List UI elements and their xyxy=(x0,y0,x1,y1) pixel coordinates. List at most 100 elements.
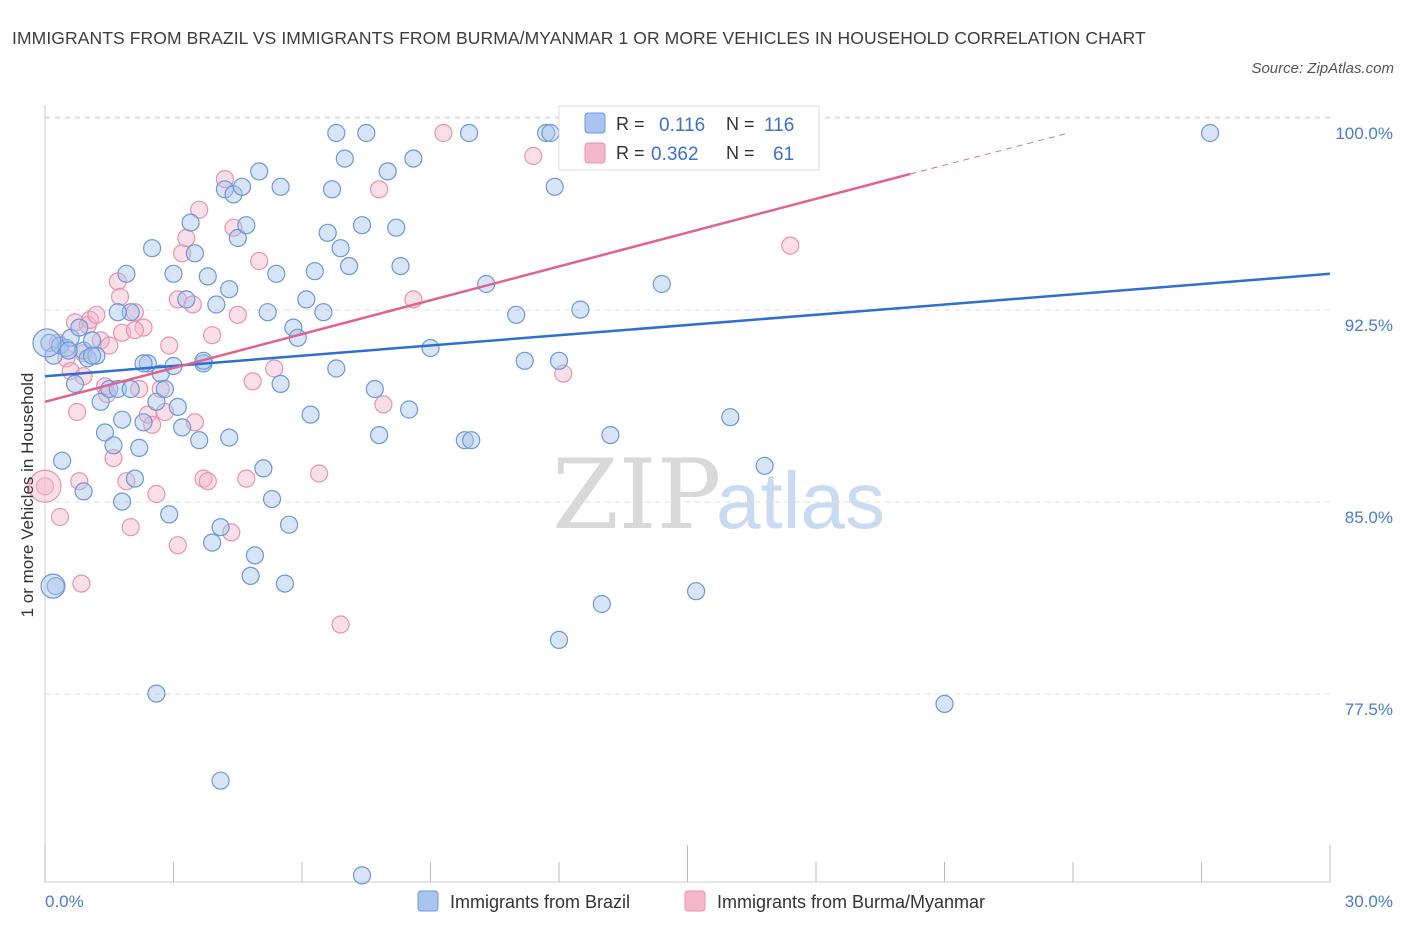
stats-brazil-n-value: 116 xyxy=(764,115,794,136)
burma-point xyxy=(87,305,106,324)
brazil-point xyxy=(327,123,346,143)
brazil-point xyxy=(378,162,397,181)
y-tick-label-3: 100.0% xyxy=(1335,124,1393,143)
trend-line-burma xyxy=(44,172,911,404)
brazil-point xyxy=(177,290,196,309)
burma-point xyxy=(72,574,91,593)
brazil-point xyxy=(314,303,333,322)
burma-point xyxy=(190,200,209,219)
burma-point xyxy=(250,251,269,271)
brazil-point xyxy=(237,216,256,235)
brazil-point xyxy=(245,546,264,565)
brazil-point xyxy=(112,492,132,511)
brazil-point xyxy=(91,392,110,411)
legend: Immigrants from Brazil Immigrants from B… xyxy=(417,890,985,912)
brazil-point-large xyxy=(40,573,66,599)
brazil-point xyxy=(82,346,102,365)
brazil-point xyxy=(318,223,337,242)
brazil-point xyxy=(164,264,183,283)
burma-point xyxy=(70,472,89,491)
brazil-point xyxy=(305,262,324,281)
burma-point xyxy=(100,336,119,355)
brazil-point xyxy=(168,397,187,416)
brazil-point xyxy=(1200,123,1220,143)
brazil-point xyxy=(254,459,273,478)
brazil-point xyxy=(601,426,620,445)
watermark-atlas: atlas xyxy=(716,456,885,545)
brazil-point xyxy=(652,274,671,294)
trend-lines xyxy=(44,132,1331,404)
brazil-point xyxy=(322,180,342,199)
brazil-point xyxy=(104,436,123,455)
brazil-point xyxy=(455,431,474,450)
brazil-point xyxy=(549,630,569,650)
burma-point xyxy=(110,287,130,306)
brazil-point xyxy=(462,431,481,450)
x-tick-label-max: 30.0% xyxy=(1345,892,1393,911)
series-burma-points xyxy=(28,123,800,634)
burma-point xyxy=(104,449,123,468)
y-tick-label-0: 77.5% xyxy=(1345,700,1393,719)
brazil-point xyxy=(228,228,247,248)
brazil-point xyxy=(173,418,192,437)
burma-point xyxy=(331,615,350,634)
brazil-point xyxy=(74,482,93,501)
brazil-point xyxy=(155,379,174,399)
burma-point xyxy=(434,123,453,143)
brazil-point xyxy=(160,505,179,524)
brazil-point xyxy=(391,257,410,276)
brazil-point xyxy=(400,400,419,419)
brazil-point xyxy=(108,303,127,322)
brazil-point xyxy=(220,428,239,447)
brazil-point xyxy=(331,239,350,258)
burma-point xyxy=(35,477,55,496)
burma-point xyxy=(370,180,389,199)
brazil-point xyxy=(571,300,590,319)
burma-point-large xyxy=(28,469,62,503)
brazil-point xyxy=(147,392,166,411)
brazil-point xyxy=(387,218,406,237)
legend-brazil-label: Immigrants from Brazil xyxy=(450,892,630,912)
brazil-point xyxy=(87,346,106,365)
brazil-point xyxy=(365,379,384,399)
x-tick-label-min: 0.0% xyxy=(45,892,84,911)
brazil-point xyxy=(258,303,277,322)
brazil-point xyxy=(340,257,359,276)
brazil-point xyxy=(536,123,556,143)
brazil-point xyxy=(352,866,372,885)
burma-point xyxy=(198,472,217,491)
stats-box: R = 0.116 N = 116 R = 0.362 N = 61 xyxy=(558,105,820,171)
burma-point xyxy=(168,536,187,555)
brazil-point xyxy=(130,438,149,457)
chart-title: IMMIGRANTS FROM BRAZIL VS IMMIGRANTS FRO… xyxy=(12,28,1146,48)
y-axis-label: 1 or more Vehicles in Household xyxy=(18,373,37,618)
brazil-point-large xyxy=(32,328,62,358)
burma-point xyxy=(121,518,140,537)
brazil-point xyxy=(147,684,166,703)
y-tick-labels: 77.5% 85.0% 92.5% 100.0% xyxy=(1335,124,1393,719)
burma-point xyxy=(781,236,800,255)
x-ticks xyxy=(44,845,1331,882)
burma-point xyxy=(147,484,166,504)
brazil-point xyxy=(327,359,346,378)
brazil-point xyxy=(549,351,569,370)
brazil-point xyxy=(262,490,282,509)
burma-point xyxy=(243,372,262,391)
brazil-point xyxy=(335,149,354,168)
brazil-point xyxy=(95,423,115,442)
brazil-point xyxy=(65,374,85,393)
brazil-point xyxy=(190,431,209,450)
brazil-point xyxy=(755,456,774,475)
burma-point xyxy=(237,469,256,488)
burma-point xyxy=(215,170,234,189)
brazil-point xyxy=(207,295,226,314)
burma-point xyxy=(125,321,144,340)
brazil-point xyxy=(721,408,740,427)
burma-point xyxy=(160,336,179,355)
brazil-point xyxy=(404,149,423,168)
stats-brazil-n-label: N = xyxy=(726,114,755,134)
brazil-point xyxy=(267,264,286,283)
source-label: Source: ZipAtlas.com xyxy=(1251,60,1394,77)
brazil-point xyxy=(271,374,290,393)
brazil-point xyxy=(935,694,954,714)
